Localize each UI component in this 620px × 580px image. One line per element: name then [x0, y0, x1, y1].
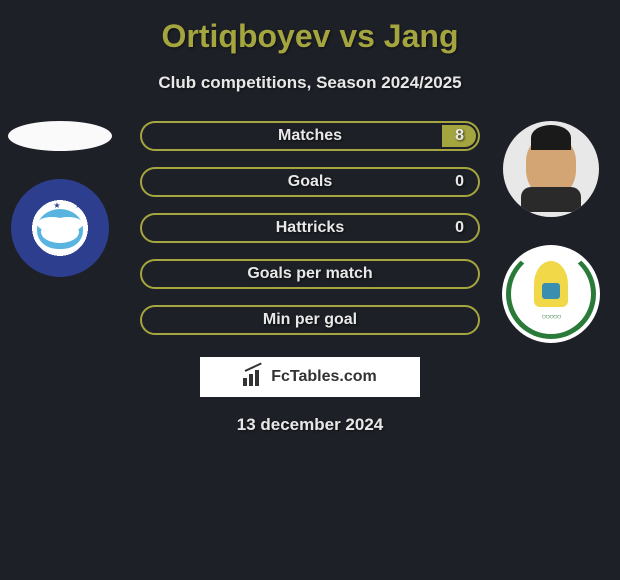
comparison-widget: Ortiqboyev vs Jang Club competitions, Se…	[0, 0, 620, 445]
branding-badge[interactable]: FcTables.com	[200, 357, 420, 397]
stat-label: Goals	[288, 173, 332, 191]
stat-label: Hattricks	[276, 219, 344, 237]
club-logo-right: ○○○○○	[502, 245, 600, 343]
stat-row-min-per-goal: Min per goal	[140, 305, 480, 335]
stat-row-matches: Matches 8	[140, 121, 480, 151]
stat-label: Matches	[278, 127, 342, 145]
player-photo-right	[503, 121, 599, 217]
stat-value-right: 0	[455, 219, 464, 237]
left-column: PAKHTAKOR ★ ★ ★ UZBEKISTAN TASHKENT	[8, 121, 112, 277]
right-column: ○○○○○	[502, 121, 600, 343]
stat-value-right: 8	[455, 127, 464, 145]
player-face-icon	[526, 137, 576, 197]
stat-row-goals-per-match: Goals per match	[140, 259, 480, 289]
club-text-top: PAKHTAKOR	[36, 191, 84, 198]
club-text-bottom: UZBEKISTAN TASHKENT	[25, 259, 95, 265]
rings-icon: ○○○○○	[541, 312, 560, 321]
logo-inner	[534, 261, 568, 307]
page-title: Ortiqboyev vs Jang	[0, 18, 620, 55]
stat-row-goals: Goals 0	[140, 167, 480, 197]
stat-label: Goals per match	[247, 265, 372, 283]
stat-label: Min per goal	[263, 311, 357, 329]
club-logo-left: PAKHTAKOR ★ ★ ★ UZBEKISTAN TASHKENT	[11, 179, 109, 277]
cotton-icon	[41, 221, 79, 243]
stats-list: Matches 8 Goals 0 Hattricks 0 Goals per …	[140, 121, 480, 335]
date-label: 13 december 2024	[0, 415, 620, 435]
subtitle: Club competitions, Season 2024/2025	[0, 73, 620, 93]
chart-icon	[243, 368, 265, 386]
stats-area: PAKHTAKOR ★ ★ ★ UZBEKISTAN TASHKENT Matc…	[0, 121, 620, 335]
branding-text: FcTables.com	[271, 368, 377, 386]
stat-value-right: 0	[455, 173, 464, 191]
stat-row-hattricks: Hattricks 0	[140, 213, 480, 243]
player-photo-left	[8, 121, 112, 151]
